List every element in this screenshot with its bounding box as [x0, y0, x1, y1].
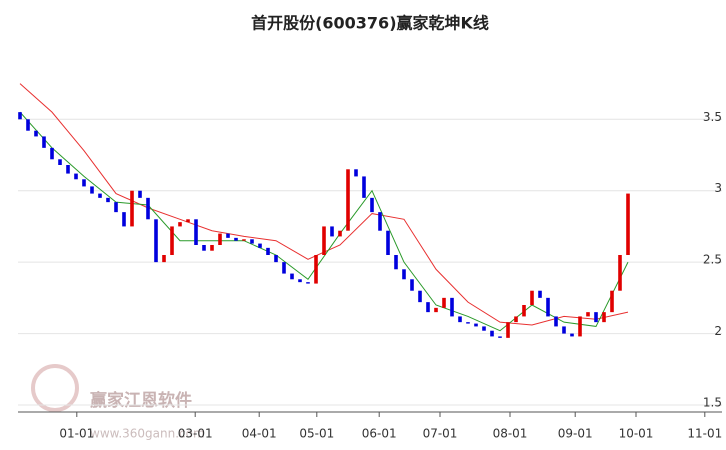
candle	[402, 269, 406, 280]
candle	[306, 282, 310, 284]
candle	[66, 165, 70, 174]
candle	[330, 226, 334, 237]
candle	[186, 219, 190, 223]
candle	[562, 326, 566, 334]
candle	[530, 290, 534, 305]
candle	[162, 255, 166, 263]
candle	[386, 230, 390, 255]
candle	[506, 322, 510, 338]
candle	[442, 297, 446, 308]
x-tick-label: 06-01	[362, 427, 397, 441]
candle	[226, 233, 230, 238]
candle	[362, 176, 366, 198]
candle	[90, 186, 94, 194]
candle	[170, 226, 174, 255]
candle	[410, 279, 414, 291]
candle	[122, 212, 126, 227]
x-tick-label: 09-01	[558, 427, 593, 441]
candle	[618, 255, 622, 291]
candle	[578, 316, 582, 337]
candle	[266, 247, 270, 255]
x-tick-label: 10-01	[619, 427, 654, 441]
candle	[218, 233, 222, 245]
candle	[114, 202, 118, 213]
candle	[426, 302, 430, 313]
y-tick-label: 1.5	[703, 396, 722, 410]
candle	[394, 255, 398, 270]
candle	[202, 245, 206, 251]
watermark-name: 赢家江恩软件	[90, 390, 192, 411]
x-tick-label: 08-01	[493, 427, 528, 441]
x-tick-label: 05-01	[299, 427, 334, 441]
candle	[450, 297, 454, 317]
candle	[18, 112, 22, 120]
candle	[594, 312, 598, 323]
x-tick-label: 03-01	[178, 427, 213, 441]
candle	[434, 307, 438, 313]
candle	[466, 322, 470, 324]
candle	[626, 193, 630, 255]
candle	[418, 290, 422, 303]
candle	[282, 262, 286, 274]
candle	[370, 197, 374, 213]
candle	[26, 119, 30, 131]
candle	[34, 130, 38, 137]
y-tick-label: 2.5	[703, 253, 722, 267]
candle	[514, 316, 518, 323]
candle	[538, 290, 542, 298]
y-tick-label: 2	[714, 324, 722, 338]
candle	[42, 136, 46, 148]
watermark-url: www.360gann.com	[90, 427, 205, 441]
chart-title: 首开股份(600376)赢家乾坤K线	[251, 14, 489, 33]
x-tick-label: 07-01	[423, 427, 458, 441]
watermark-logo	[31, 364, 79, 412]
y-tick-label: 3.5	[703, 110, 722, 124]
candle	[210, 245, 214, 251]
candle	[338, 230, 342, 237]
x-tick-label: 04-01	[242, 427, 277, 441]
candle	[234, 237, 238, 241]
candle	[98, 193, 102, 198]
watermark: 赢家江恩软件 www.360gann.com	[31, 364, 205, 441]
candle	[458, 316, 462, 323]
y-tick-label: 3	[714, 181, 722, 195]
candle	[602, 312, 606, 323]
candle	[106, 197, 110, 203]
x-tick-label: 11-01	[687, 427, 722, 441]
candle	[298, 279, 302, 283]
candle	[82, 179, 86, 187]
candle	[522, 305, 526, 317]
candle	[290, 273, 294, 280]
candle	[50, 147, 54, 160]
candle	[490, 330, 494, 337]
candle	[314, 255, 318, 284]
candle	[498, 336, 502, 338]
candle	[194, 219, 198, 245]
candle	[258, 243, 262, 248]
candle	[586, 312, 590, 317]
candle	[242, 239, 246, 241]
candle	[250, 239, 254, 244]
candle	[154, 219, 158, 263]
candle	[474, 323, 478, 327]
candle	[354, 169, 358, 177]
candle	[274, 255, 278, 263]
candle	[74, 173, 78, 180]
x-tick-label: 01-01	[59, 427, 94, 441]
candle	[178, 222, 182, 227]
candle	[346, 169, 350, 231]
candle	[146, 197, 150, 220]
moving-average	[19, 111, 629, 332]
candle	[378, 212, 382, 231]
candle	[570, 333, 574, 337]
candle	[130, 190, 134, 227]
candle	[554, 316, 558, 327]
candle	[610, 290, 614, 313]
candle	[322, 226, 326, 255]
candle	[58, 159, 62, 165]
candle	[546, 297, 550, 317]
candle	[482, 326, 486, 331]
candle	[138, 190, 142, 198]
